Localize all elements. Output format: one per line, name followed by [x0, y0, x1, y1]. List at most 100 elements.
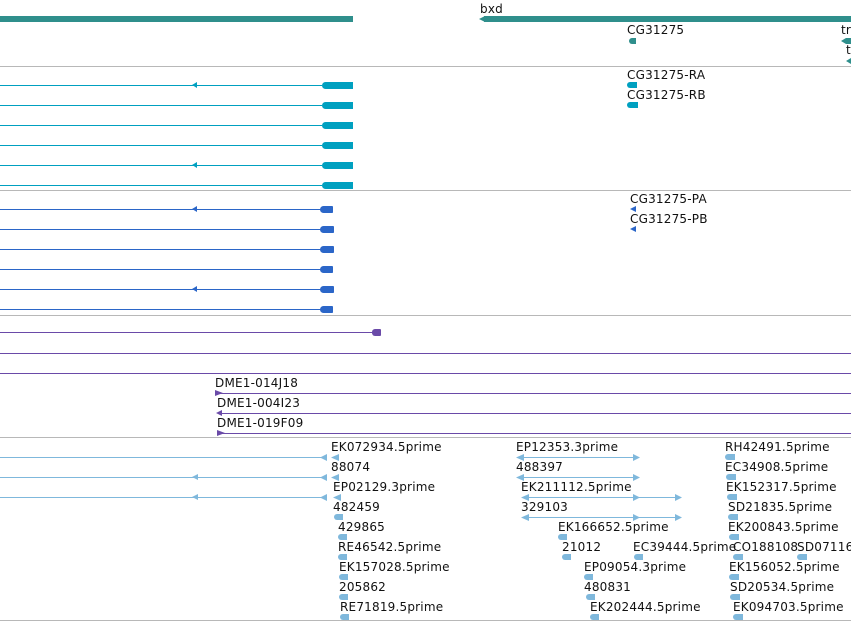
protein-line[interactable] [0, 309, 322, 310]
est-label[interactable]: EK211112.5prime [521, 480, 632, 494]
est-label[interactable]: EK166652.5prime [558, 520, 669, 534]
transcript-line[interactable] [0, 105, 322, 106]
est-block[interactable] [339, 574, 348, 580]
transcript-exon[interactable] [322, 122, 353, 129]
est-block[interactable] [728, 514, 738, 520]
est-label[interactable]: RH42491.5prime [725, 440, 830, 454]
est-label[interactable]: EP09054.3prime [584, 560, 687, 574]
transcript-line[interactable] [0, 85, 322, 86]
est-block[interactable] [797, 554, 807, 560]
gene-bar-left[interactable] [0, 16, 353, 22]
est-block[interactable] [730, 594, 740, 600]
transcript-line[interactable] [0, 145, 322, 146]
protein-exon[interactable] [320, 206, 333, 213]
est-block[interactable] [729, 574, 739, 580]
protein-line[interactable] [0, 209, 322, 210]
transcript-label-ra[interactable]: CG31275-RA [627, 68, 706, 82]
transcript-exon[interactable] [322, 82, 353, 89]
protein-line[interactable] [0, 289, 322, 290]
est-line[interactable] [519, 457, 638, 458]
gene-bar-cg31275[interactable] [629, 38, 636, 44]
est-block[interactable] [733, 614, 743, 620]
protein-label-pa[interactable]: CG31275-PA [630, 192, 707, 206]
est-label[interactable]: RE71819.5prime [340, 600, 444, 614]
est-block[interactable] [334, 514, 343, 520]
clone-label-014j18[interactable]: DME1-014J18 [215, 376, 299, 390]
est-label[interactable]: 329103 [521, 500, 569, 514]
est-label[interactable]: SD07116 [797, 540, 851, 554]
est-label[interactable]: 429865 [338, 520, 386, 534]
est-label[interactable]: EC34908.5prime [725, 460, 829, 474]
est-block[interactable] [634, 554, 643, 560]
transcript-exon[interactable] [322, 162, 353, 169]
clone-label-004i23[interactable]: DME1-004I23 [217, 396, 301, 410]
gene-label-cg31275[interactable]: CG31275 [627, 23, 685, 37]
est-label[interactable]: SD20534.5prime [730, 580, 835, 594]
transcript-rb-exon[interactable] [627, 102, 638, 108]
est-block[interactable] [340, 614, 349, 620]
est-label[interactable]: EP02129.3prime [333, 480, 436, 494]
est-block[interactable] [590, 614, 599, 620]
clone-line[interactable] [219, 393, 851, 394]
est-line[interactable] [519, 477, 638, 478]
clone-label-019f09[interactable]: DME1-019F09 [217, 416, 304, 430]
est-label[interactable]: EK157028.5prime [339, 560, 450, 574]
gene-bar-bxd[interactable] [484, 16, 851, 22]
est-block[interactable] [586, 594, 595, 600]
est-block[interactable] [725, 454, 735, 460]
protein-exon[interactable] [320, 266, 333, 273]
est-line[interactable] [524, 517, 681, 518]
protein-exon[interactable] [320, 306, 333, 313]
transcript-line[interactable] [0, 125, 322, 126]
est-label[interactable]: SD21835.5prime [728, 500, 833, 514]
clone-line[interactable] [0, 373, 851, 374]
est-label[interactable]: RE46542.5prime [338, 540, 442, 554]
clone-end-marker[interactable] [372, 329, 381, 336]
transcript-label-rb[interactable]: CG31275-RB [627, 88, 706, 102]
transcript-line[interactable] [0, 165, 322, 166]
protein-line[interactable] [0, 229, 322, 230]
transcript-exon[interactable] [322, 142, 353, 149]
protein-exon[interactable] [320, 286, 334, 293]
transcript-ra-exon[interactable] [627, 82, 637, 88]
est-label[interactable]: EK072934.5prime [331, 440, 442, 454]
gene-label-bxd[interactable]: bxd [480, 2, 503, 16]
est-label[interactable]: EK152317.5prime [726, 480, 837, 494]
est-block[interactable] [729, 534, 739, 540]
est-block[interactable] [338, 554, 347, 560]
protein-line[interactable] [0, 249, 322, 250]
est-block[interactable] [584, 574, 593, 580]
est-label[interactable]: EK094703.5prime [733, 600, 844, 614]
transcript-line[interactable] [0, 185, 322, 186]
est-line[interactable] [0, 457, 326, 458]
protein-exon[interactable] [320, 226, 334, 233]
est-block[interactable] [733, 554, 743, 560]
est-block[interactable] [338, 534, 347, 540]
est-label[interactable]: 21012 [562, 540, 602, 554]
est-label[interactable]: 482459 [333, 500, 381, 514]
protein-label-pb[interactable]: CG31275-PB [630, 212, 708, 226]
transcript-exon[interactable] [322, 102, 353, 109]
est-label[interactable]: CO188108 [733, 540, 799, 554]
est-block[interactable] [726, 474, 736, 480]
est-label[interactable]: EP12353.3prime [516, 440, 619, 454]
clone-line[interactable] [0, 353, 851, 354]
est-label[interactable]: 205862 [339, 580, 387, 594]
est-label[interactable]: 488397 [516, 460, 564, 474]
est-label[interactable]: EK156052.5prime [729, 560, 840, 574]
est-block[interactable] [727, 494, 737, 500]
est-label[interactable]: 88074 [331, 460, 371, 474]
clone-line[interactable] [0, 332, 374, 333]
gene-label-tr[interactable]: tr [841, 23, 851, 37]
est-block[interactable] [339, 594, 348, 600]
est-label[interactable]: EC39444.5prime [633, 540, 737, 554]
est-label[interactable]: EK202444.5prime [590, 600, 701, 614]
est-label[interactable]: 480831 [584, 580, 632, 594]
gene-label-t[interactable]: t [846, 43, 851, 57]
est-line[interactable] [0, 477, 326, 478]
protein-exon[interactable] [320, 246, 334, 253]
est-block[interactable] [558, 534, 567, 540]
est-label[interactable]: EK200843.5prime [728, 520, 839, 534]
transcript-exon[interactable] [322, 182, 353, 189]
est-line[interactable] [0, 497, 326, 498]
